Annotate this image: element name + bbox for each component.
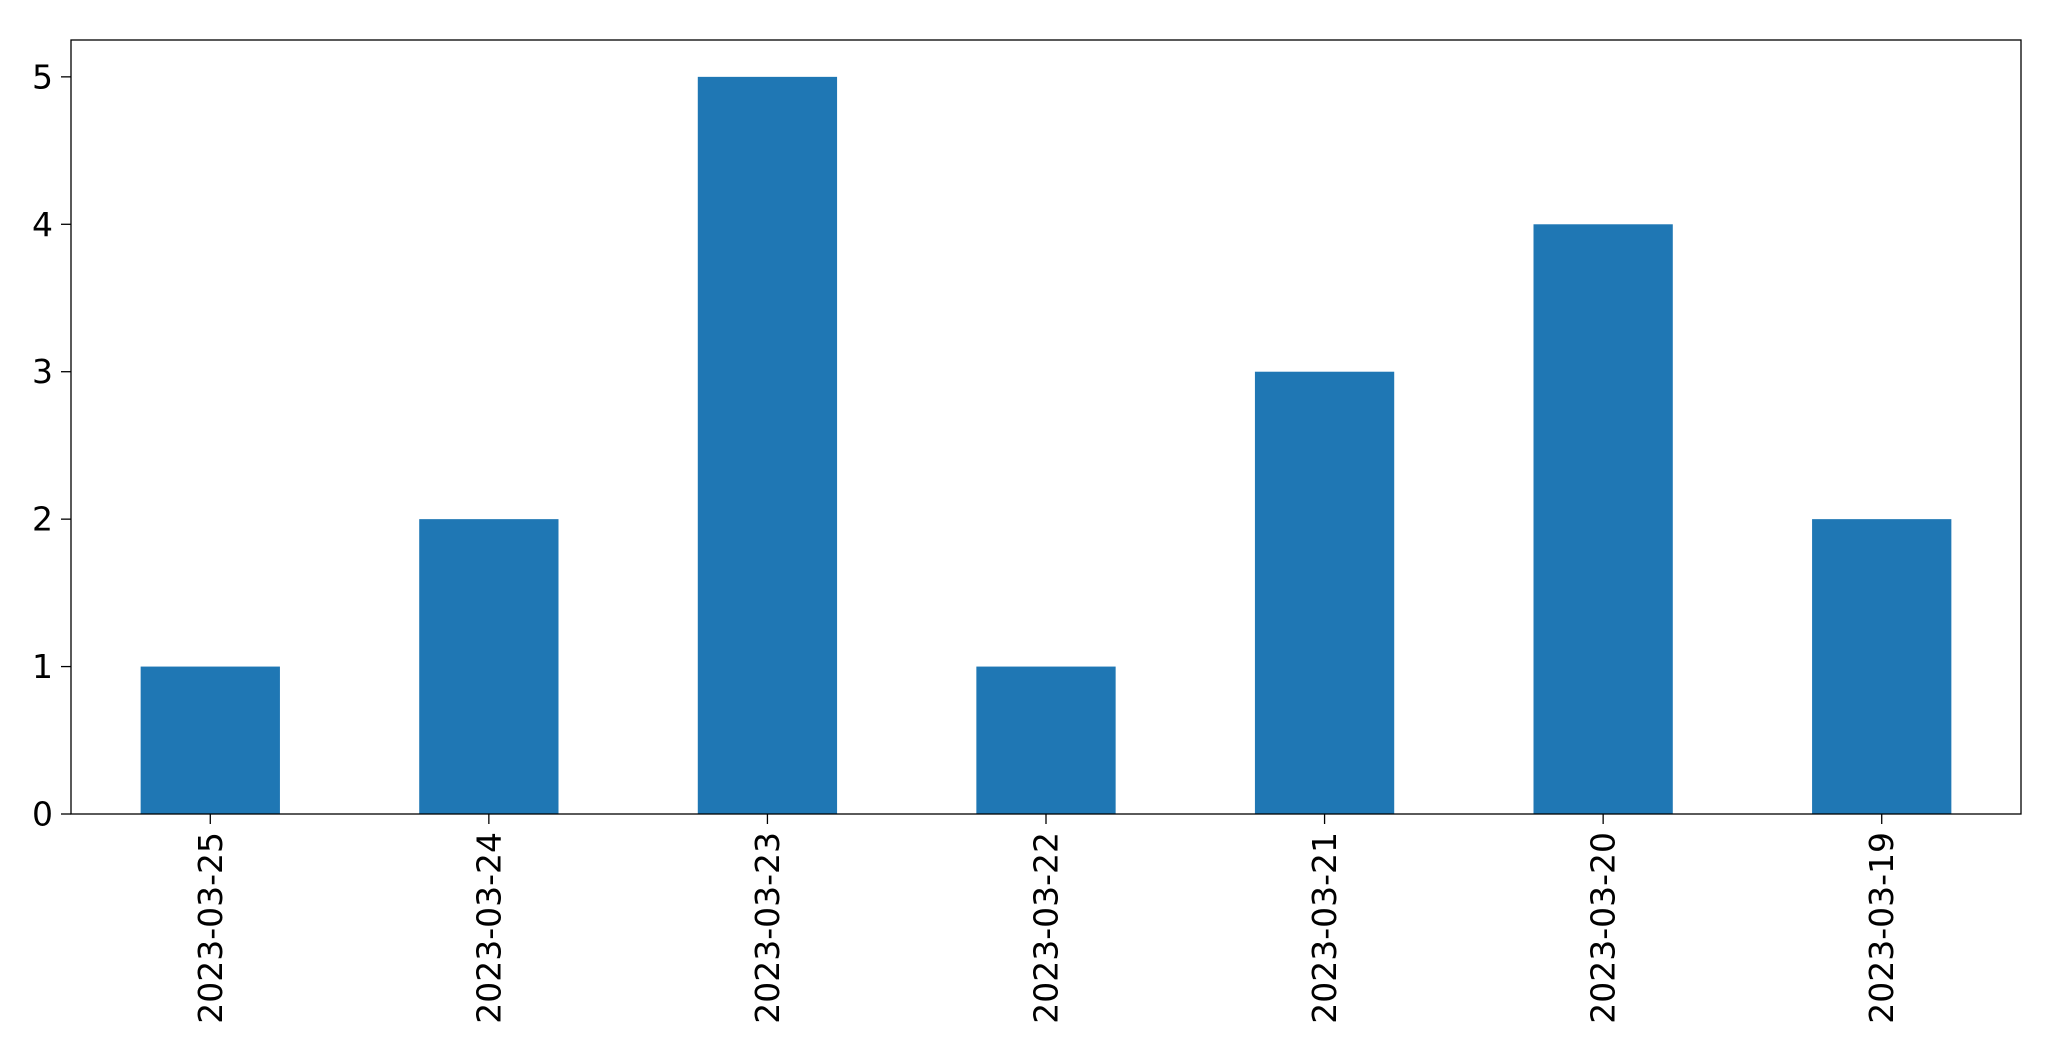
- y-tick-label: 1: [32, 647, 53, 686]
- bars-group: [140, 76, 1952, 815]
- bar-2023-03-25: [140, 666, 280, 814]
- y-axis-ticks: 0 1 2 3 4 5: [32, 57, 71, 834]
- y-tick-label: 0: [32, 795, 53, 834]
- x-tick-label: 2023-03-25: [191, 832, 230, 1024]
- x-tick-label: 2023-03-24: [469, 832, 508, 1024]
- y-tick-label: 2: [32, 500, 53, 539]
- y-tick-label: 4: [32, 205, 53, 244]
- bar-2023-03-23: [697, 76, 838, 815]
- y-tick-label: 3: [32, 352, 53, 391]
- y-tick-label: 5: [32, 57, 53, 96]
- bar-2023-03-19: [1812, 519, 1952, 814]
- x-tick-label: 2023-03-19: [1862, 832, 1901, 1024]
- bar-2023-03-22: [976, 666, 1116, 814]
- plot-frame: [70, 39, 2022, 815]
- bar-2023-03-24: [419, 519, 559, 814]
- bar-2023-03-21: [1254, 371, 1395, 814]
- x-tick-label: 2023-03-21: [1305, 832, 1344, 1024]
- bar-2023-03-20: [1533, 224, 1673, 815]
- x-tick-label: 2023-03-22: [1027, 832, 1066, 1024]
- x-tick-label: 2023-03-20: [1584, 832, 1623, 1024]
- x-tick-label: 2023-03-23: [748, 832, 787, 1024]
- x-axis-ticks: 2023-03-25 2023-03-24 2023-03-23 2023-03-22…: [191, 814, 1901, 1024]
